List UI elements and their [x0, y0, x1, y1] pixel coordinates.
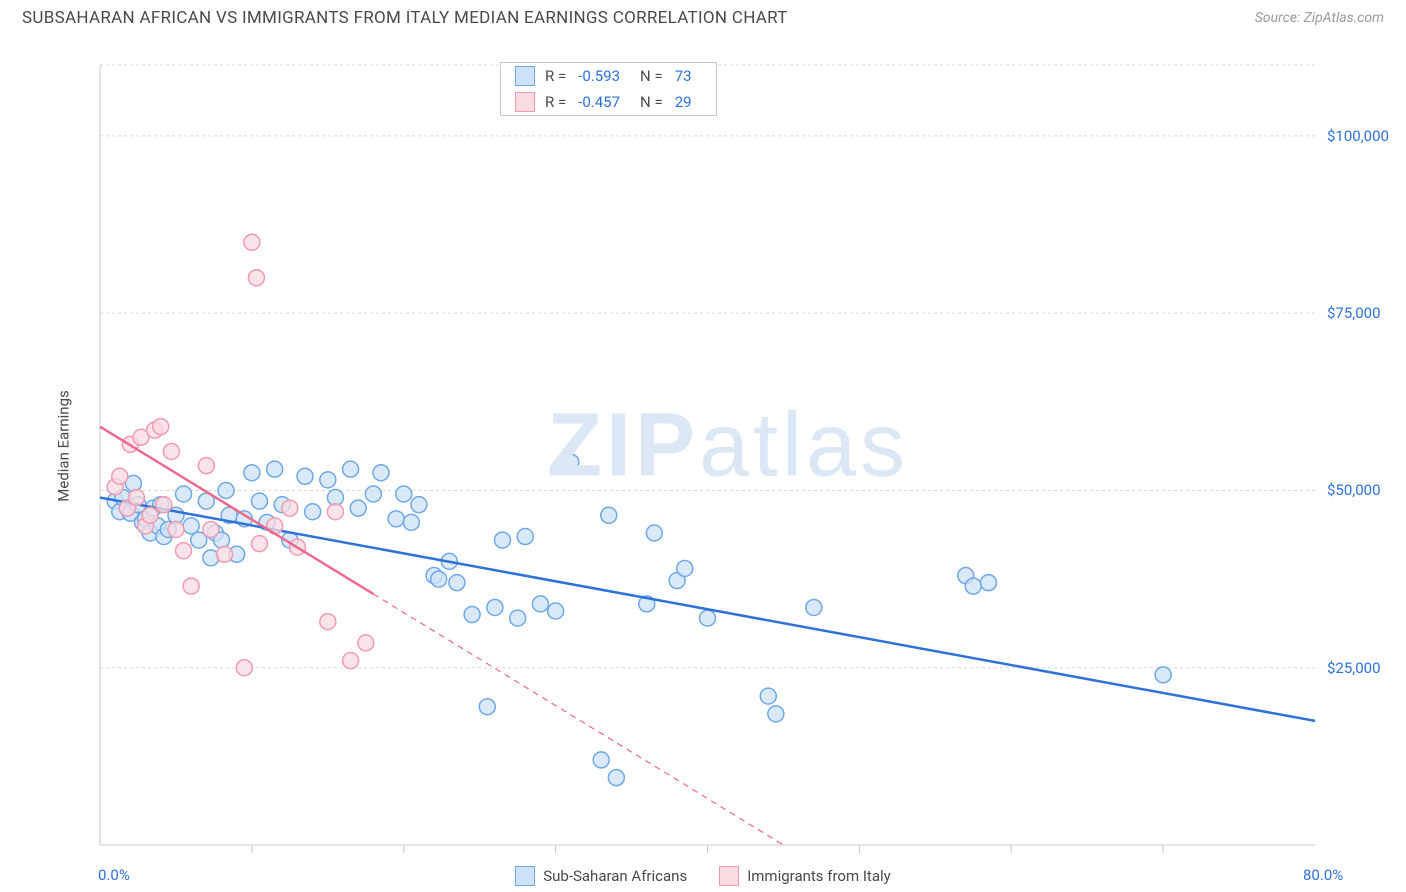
r-label: R = — [545, 93, 566, 111]
swatch-icon — [719, 866, 739, 886]
y-axis-tick-label: $50,000 — [1327, 481, 1381, 499]
legend-item-italy: Immigrants from Italy — [719, 866, 891, 886]
r-label: R = — [545, 67, 566, 85]
legend-label: Immigrants from Italy — [747, 867, 891, 885]
source-attribution: Source: ZipAtlas.com — [1255, 10, 1384, 26]
chart-area: ZIPatlas $25,000$50,000$75,000$100,000 R… — [50, 50, 1406, 852]
correlation-stats-box: R = -0.593 N = 73 R = -0.457 N = 29 — [500, 62, 717, 116]
chart-legend: Sub-Saharan Africans Immigrants from Ital… — [0, 866, 1406, 886]
n-label: N = — [640, 93, 663, 111]
legend-label: Sub-Saharan Africans — [543, 867, 687, 885]
n-value: 73 — [675, 67, 692, 85]
n-label: N = — [640, 67, 663, 85]
legend-item-subsaharan: Sub-Saharan Africans — [515, 866, 687, 886]
r-value: -0.457 — [578, 93, 620, 111]
stat-row-italy: R = -0.457 N = 29 — [501, 89, 716, 115]
n-value: 29 — [675, 93, 692, 111]
scatter-plot-svg — [50, 50, 1405, 860]
swatch-icon — [515, 92, 535, 112]
stat-row-subsaharan: R = -0.593 N = 73 — [501, 63, 716, 89]
swatch-icon — [515, 866, 535, 886]
swatch-icon — [515, 66, 535, 86]
y-axis-tick-label: $75,000 — [1327, 304, 1381, 322]
y-axis-tick-label: $25,000 — [1327, 659, 1381, 677]
y-axis-tick-label: $100,000 — [1327, 127, 1389, 145]
chart-title: SUBSAHARAN AFRICAN VS IMMIGRANTS FROM IT… — [22, 8, 788, 28]
r-value: -0.593 — [578, 67, 620, 85]
